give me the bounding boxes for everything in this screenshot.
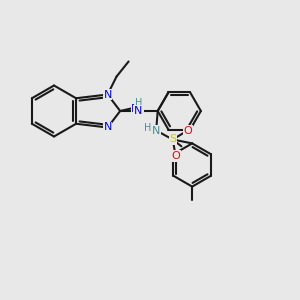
Text: S: S [169,134,176,145]
Text: O: O [171,151,180,161]
Text: H: H [136,101,143,112]
Text: H: H [135,98,142,108]
Text: N: N [134,106,142,116]
Text: H: H [144,123,152,133]
Text: N: N [131,104,140,115]
Text: N: N [152,125,160,136]
Text: N: N [103,89,112,100]
Text: N: N [103,122,112,133]
Text: O: O [183,125,192,136]
